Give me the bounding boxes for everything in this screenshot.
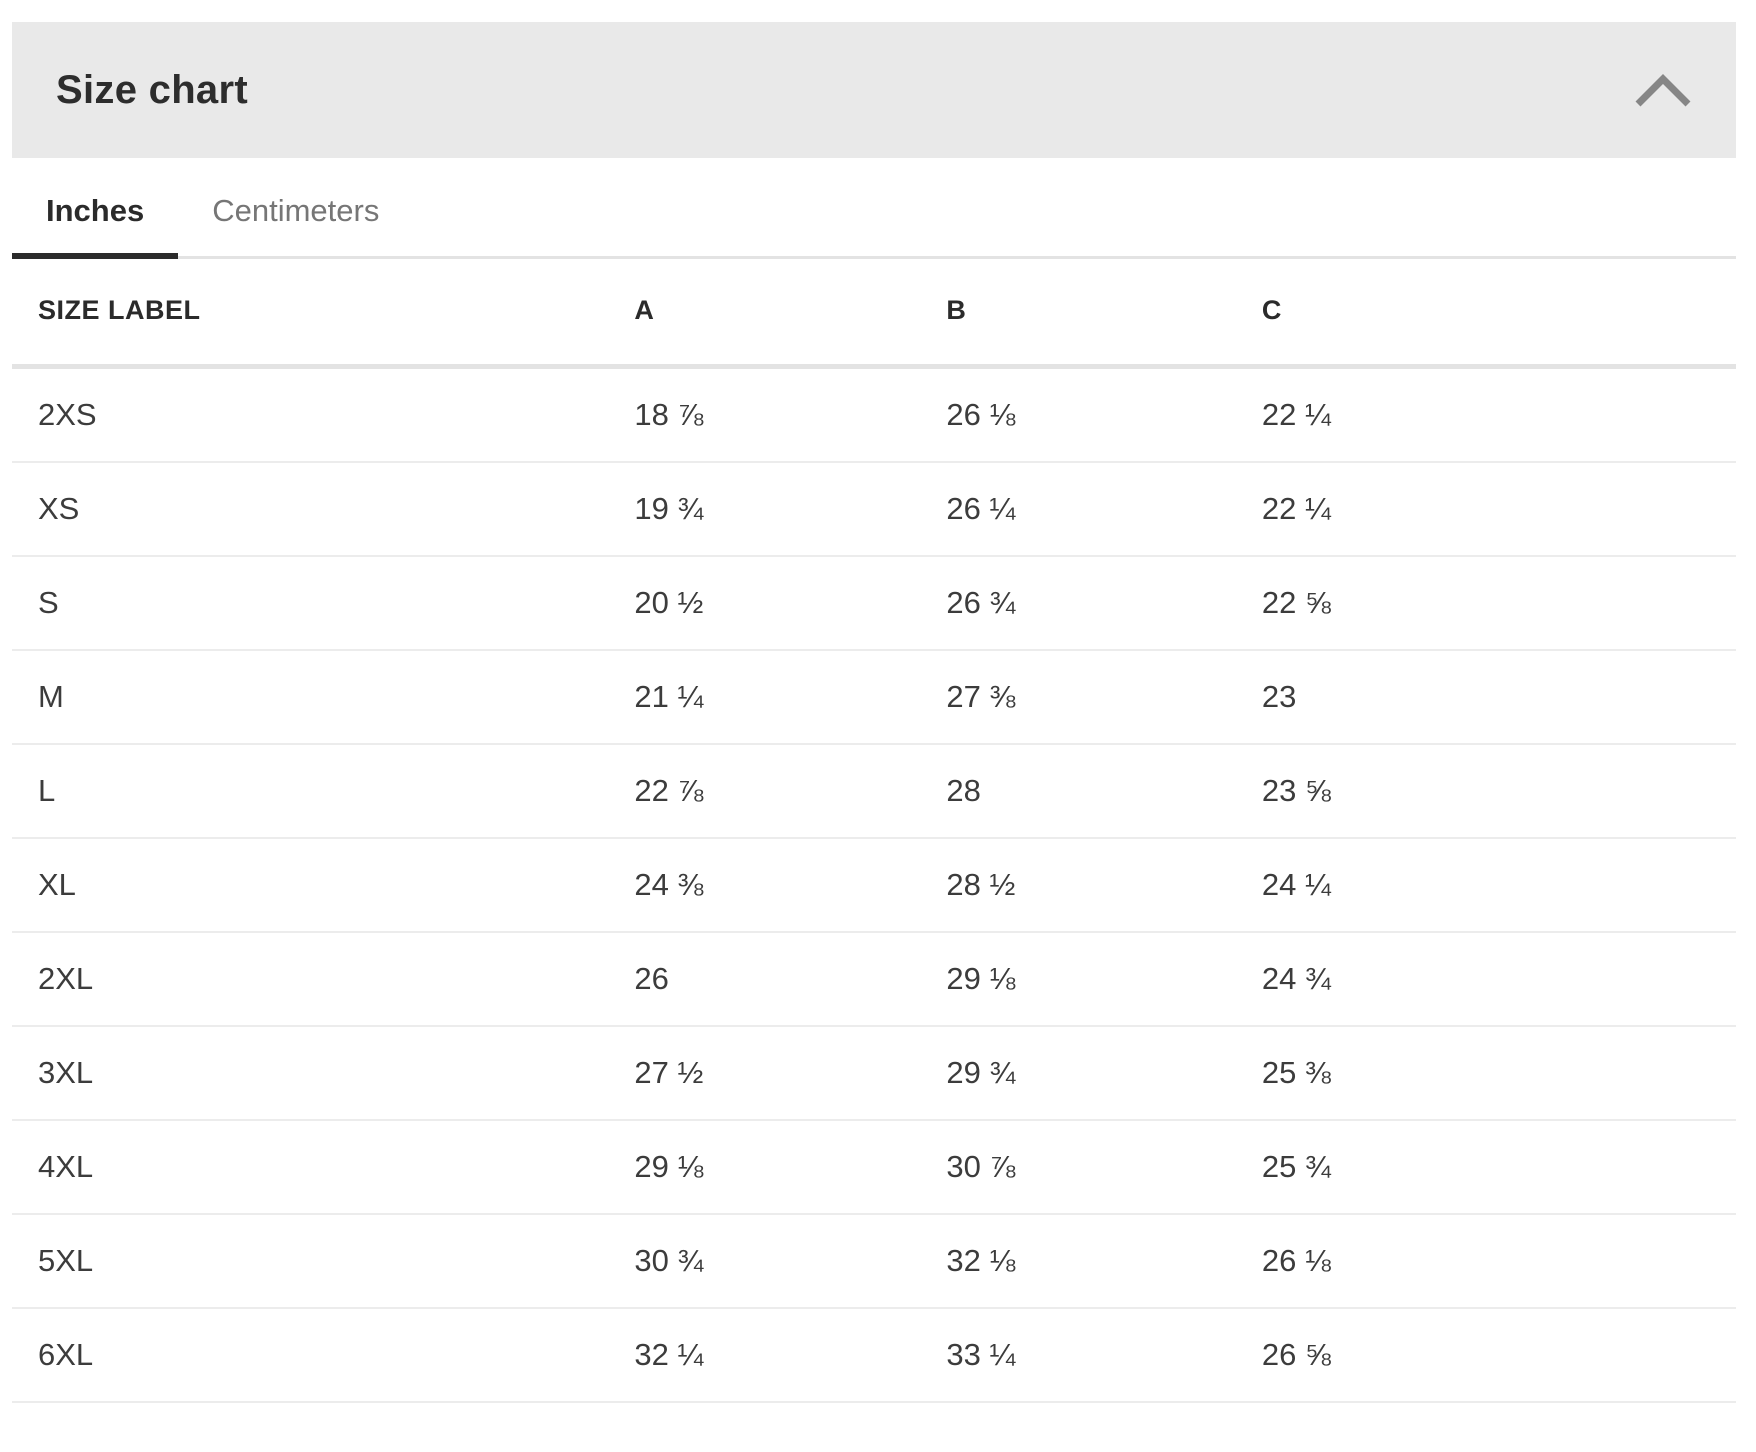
measurement-c-cell: 23 [1261,650,1736,745]
measurement-a-cell: 22 ⅞ [634,744,947,839]
measurement-a-cell: 26 [634,932,947,1027]
measurement-b-cell: 26 ¾ [946,556,1262,651]
size-label-cell: 4XL [12,1120,635,1215]
unit-tabs: Inches Centimeters [12,158,1736,259]
column-header-c: C [1261,259,1736,369]
table-row: 2XL 26 29 ⅛ 24 ¾ [12,932,1736,1027]
tab-centimeters[interactable]: Centimeters [178,158,413,256]
table-row: 5XL 30 ¾ 32 ⅛ 26 ⅛ [12,1214,1736,1309]
size-label-cell: 3XL [12,1026,635,1121]
measurement-b-cell: 28 [946,744,1262,839]
size-label-cell: M [12,650,635,745]
measurement-c-cell: 26 ⅝ [1261,1308,1736,1403]
measurement-a-cell: 21 ¼ [634,650,947,745]
measurement-c-cell: 25 ⅜ [1261,1026,1736,1121]
measurement-b-cell: 32 ⅛ [946,1214,1262,1309]
size-chart-table: SIZE LABEL A B C 2XS 18 ⅞ 26 ⅛ 22 ¼ XS 19 ¾ 26… [12,259,1736,1403]
measurement-a-cell: 19 ¾ [634,462,947,557]
size-table-body: 2XS 18 ⅞ 26 ⅛ 22 ¼ XS 19 ¾ 26 ¼ 22 ¼ S 20 ½ 26 ¾ 22… [12,366,1736,1403]
measurement-b-cell: 26 ¼ [946,462,1262,557]
measurement-b-cell: 33 ¼ [946,1308,1262,1403]
tab-inches[interactable]: Inches [12,158,179,259]
table-row: XS 19 ¾ 26 ¼ 22 ¼ [12,462,1736,557]
measurement-c-cell: 26 ⅛ [1261,1214,1736,1309]
measurement-b-cell: 29 ⅛ [946,932,1262,1027]
size-label-cell: 6XL [12,1308,635,1403]
measurement-c-cell: 22 ⅝ [1261,556,1736,651]
table-row: L 22 ⅞ 28 23 ⅝ [12,744,1736,839]
measurement-b-cell: 28 ½ [946,838,1262,933]
header-row: SIZE LABEL A B C [12,259,1736,369]
table-row: 2XS 18 ⅞ 26 ⅛ 22 ¼ [12,366,1736,463]
measurement-b-cell: 30 ⅞ [946,1120,1262,1215]
measurement-a-cell: 20 ½ [634,556,947,651]
measurement-a-cell: 29 ⅛ [634,1120,947,1215]
measurement-c-cell: 22 ¼ [1261,462,1736,557]
table-row: S 20 ½ 26 ¾ 22 ⅝ [12,556,1736,651]
table-row: 3XL 27 ½ 29 ¾ 25 ⅜ [12,1026,1736,1121]
measurement-b-cell: 27 ⅜ [946,650,1262,745]
column-header-size-label: SIZE LABEL [12,259,635,369]
measurement-c-cell: 22 ¼ [1261,366,1736,463]
measurement-c-cell: 24 ¾ [1261,932,1736,1027]
measurement-a-cell: 27 ½ [634,1026,947,1121]
table-row: 6XL 32 ¼ 33 ¼ 26 ⅝ [12,1308,1736,1403]
column-header-a: A [634,259,947,369]
size-label-cell: 2XL [12,932,635,1027]
measurement-c-cell: 23 ⅝ [1261,744,1736,839]
table-row: M 21 ¼ 27 ⅜ 23 [12,650,1736,745]
measurement-b-cell: 26 ⅛ [946,366,1262,463]
table-row: XL 24 ⅜ 28 ½ 24 ¼ [12,838,1736,933]
measurement-c-cell: 25 ¾ [1261,1120,1736,1215]
size-label-cell: 5XL [12,1214,635,1309]
measurement-a-cell: 18 ⅞ [634,366,947,463]
size-label-cell: XS [12,462,635,557]
size-label-cell: S [12,556,635,651]
size-label-cell: 2XS [12,366,635,463]
measurement-a-cell: 32 ¼ [634,1308,947,1403]
measurement-c-cell: 24 ¼ [1261,838,1736,933]
size-label-cell: XL [12,838,635,933]
size-label-cell: L [12,744,635,839]
size-chart-header[interactable]: Size chart [12,22,1736,158]
measurement-a-cell: 30 ¾ [634,1214,947,1309]
column-header-b: B [946,259,1262,369]
page-title: Size chart [56,67,248,112]
chevron-up-icon [1632,74,1694,113]
measurement-a-cell: 24 ⅜ [634,838,947,933]
collapse-button[interactable] [1626,64,1700,116]
table-row: 4XL 29 ⅛ 30 ⅞ 25 ¾ [12,1120,1736,1215]
measurement-b-cell: 29 ¾ [946,1026,1262,1121]
